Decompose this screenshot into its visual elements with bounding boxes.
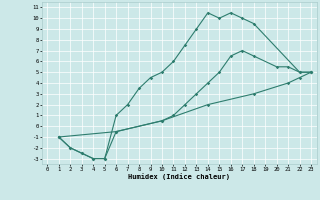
X-axis label: Humidex (Indice chaleur): Humidex (Indice chaleur)	[128, 173, 230, 180]
